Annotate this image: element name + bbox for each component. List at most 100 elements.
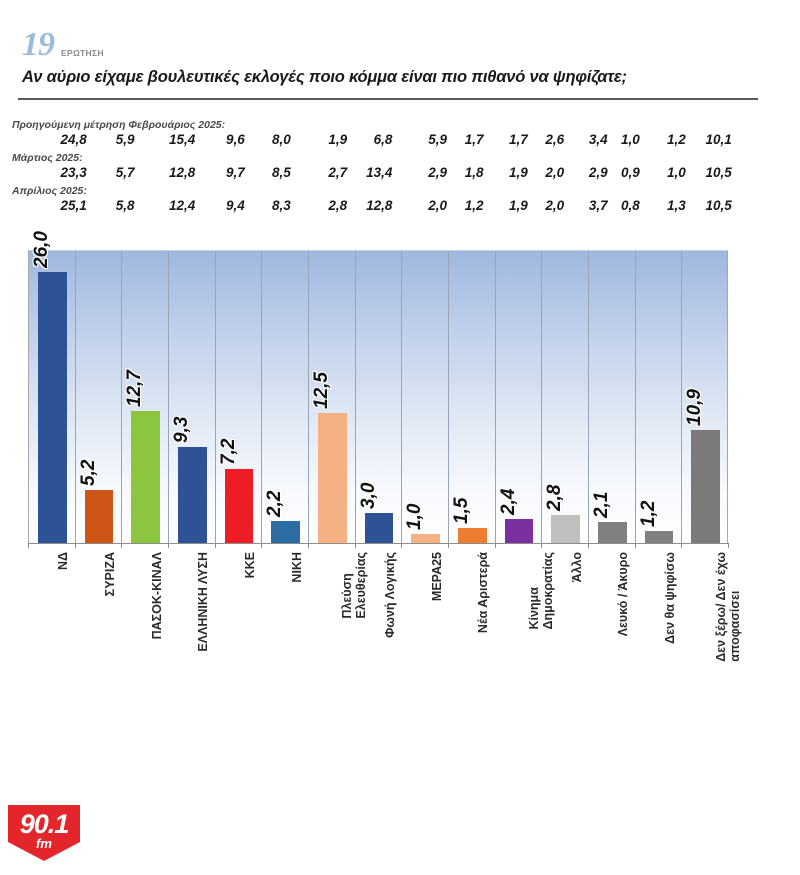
chart-category-band: 3,0: [356, 251, 403, 544]
chart-bar: [317, 413, 347, 544]
x-axis-tick: [448, 543, 449, 548]
x-axis-category-label: ΚΚΕ: [243, 552, 257, 579]
chart-bar: [84, 489, 114, 544]
measurement-value: 2,7: [328, 165, 348, 180]
chart-bar-value-label: 2,2: [264, 490, 286, 517]
x-axis-category-label: ΣΥΡΙΖΑ: [103, 552, 117, 597]
chart-bar-value-label: 5,2: [77, 459, 99, 486]
measurement-value: 12,8: [366, 198, 393, 213]
measurement-series: Απρίλιος 2025: 25,1 5,8 12,4 9,4 8,3 2,8 12,8 2,…: [0, 184, 800, 217]
measurement-value: 2,6: [545, 132, 565, 147]
measurement-value: 1,8: [464, 165, 484, 180]
measurement-series-label: Μάρτιος 2025:: [12, 152, 83, 164]
measurement-value: 2,0: [545, 198, 565, 213]
chart-category-band: 1,2: [636, 251, 683, 544]
logo-band: fm: [36, 836, 52, 851]
measurement-value: 5,9: [428, 132, 448, 147]
question-number-label: ΕΡΩΤΗΣΗ: [61, 48, 104, 58]
chart-category-band: 2,2: [262, 251, 309, 544]
measurement-value: 3,4: [588, 132, 608, 147]
measurement-value: 1,9: [508, 165, 528, 180]
chart-bar-value-label: 9,3: [170, 416, 192, 443]
x-axis-category-label: Νέα Αριστερά: [476, 552, 491, 634]
station-logo: 90.1 fm: [8, 805, 80, 867]
chart-category-band: 1,5: [449, 251, 496, 544]
chart-bar-value-label: 1,5: [450, 497, 472, 525]
x-axis-tick: [634, 543, 636, 548]
x-axis-category-label: Φωνή Λογικής: [383, 552, 397, 638]
chart-category-band: 1,0: [402, 251, 449, 544]
chart-category-band: 2,4: [496, 251, 543, 544]
x-axis-tick: [308, 543, 309, 548]
x-axis-tick: [588, 543, 589, 548]
chart-bar-value-label: 2,1: [590, 491, 612, 519]
x-axis-tick: [74, 543, 76, 548]
x-axis-tick: [401, 543, 403, 548]
question-number-group: 19 ΕΡΩΤΗΣΗ: [22, 28, 104, 62]
chart-category-band: 5,2: [76, 251, 123, 544]
measurement-value: 8,5: [272, 165, 291, 180]
measurement-value: 2,8: [328, 198, 348, 213]
measurement-value: 1,3: [666, 198, 686, 213]
measurement-value: 10,5: [705, 165, 732, 180]
x-axis-tick: [541, 543, 543, 548]
measurement-value: 8,0: [272, 132, 291, 147]
chart-category-band: 2,1: [589, 251, 636, 544]
measurement-value: 2,9: [588, 165, 608, 180]
x-axis-category-labels: ΝΔ ΣΥΡΙΖΑ ΠΑΣΟΚ-ΚΙΝΑΛ ΕΛΛΗΝΙΚΗ ΛΥΣΗ ΚΚΕ ΝΙΚΗ Π…: [28, 552, 741, 692]
chart-bar-value-label: 7,2: [217, 438, 239, 465]
measurement-value: 9,4: [226, 198, 245, 213]
measurement-value: 3,7: [588, 198, 608, 213]
measurement-value: 0,9: [620, 165, 640, 180]
measurement-value: 9,6: [226, 132, 245, 147]
chart-bar: [177, 446, 207, 544]
page-title: Αν αύριο είχαμε βουλευτικές εκλογές ποιο…: [22, 68, 627, 86]
title-divider: [18, 98, 758, 100]
question-number: 19: [22, 26, 55, 63]
measurement-value: 1,9: [508, 198, 528, 213]
chart-bar-value-label: 12,7: [124, 370, 146, 408]
chart-bar: [131, 411, 161, 544]
x-axis-tick: [214, 543, 216, 548]
chart-category-band: 9,3: [169, 251, 216, 544]
chart-bar: [504, 518, 534, 544]
chart-category-band: 26,0: [29, 231, 76, 544]
chart-bar-value-label: 1,0: [404, 503, 426, 530]
chart-bar-value-label: 12,5: [310, 372, 332, 410]
chart-bar-value-label: 2,4: [497, 488, 519, 515]
measurement-value: 2,0: [428, 198, 448, 213]
x-axis-category-label: Δεν ξέρω/ Δεν έχω αποφασίσει: [713, 552, 742, 662]
chart-bar: [271, 520, 301, 544]
x-axis-category-label: Πλεύση Ελευθερίας: [340, 552, 369, 619]
chart-bar: [644, 531, 674, 544]
measurement-value: 10,5: [705, 198, 732, 213]
chart-bar: [457, 528, 487, 544]
measurement-value: 6,8: [373, 132, 393, 147]
chart-bar: [597, 522, 627, 544]
measurement-value: 1,2: [464, 198, 484, 213]
measurement-value: 10,1: [705, 132, 732, 147]
measurement-value: 1,9: [328, 132, 348, 147]
previous-measurements-table: Προηγούμενη μέτρηση Φεβρουάριος 2025: 24,…: [0, 118, 800, 217]
x-axis-tick: [28, 543, 29, 548]
measurement-series-values: 23,3 5,7 12,8 9,7 8,5 2,7 13,4 2,9 1,8 1,9 2,0 2,9 0…: [0, 165, 800, 184]
chart-bar: [37, 271, 67, 544]
measurement-value: 15,4: [169, 132, 196, 147]
measurement-value: 5,9: [115, 132, 135, 147]
x-axis-category-label: ΕΛΛΗΝΙΚΗ ΛΥΣΗ: [196, 552, 211, 652]
chart-category-band: 12,5: [309, 251, 356, 544]
measurement-value: 12,8: [169, 165, 196, 180]
chart-bar-value-label: 10,9: [684, 388, 706, 426]
chart-bar-value-label: 1,2: [637, 501, 659, 528]
measurement-value: 1,2: [666, 132, 686, 147]
bar-chart-plot-area: 26,0 5,2 12,7 9,3 7,2 2,2 12,5 3,0 1,0 1,5 2,4 2,8 2…: [28, 231, 728, 544]
chart-bar: [411, 533, 441, 544]
measurement-series: Προηγούμενη μέτρηση Φεβρουάριος 2025: 24,…: [0, 118, 800, 151]
chart-bar: [364, 512, 394, 544]
measurement-value: 1,7: [464, 132, 484, 147]
measurement-value: 25,1: [60, 198, 87, 213]
measurement-value: 5,8: [115, 198, 135, 213]
x-axis-category-label: ΝΙΚΗ: [289, 552, 304, 583]
x-axis-category-label: Δεν θα ψηφίσω: [663, 552, 677, 644]
measurement-series: Μάρτιος 2025: 23,3 5,7 12,8 9,7 8,5 2,7 13,4 2,9…: [0, 151, 800, 184]
